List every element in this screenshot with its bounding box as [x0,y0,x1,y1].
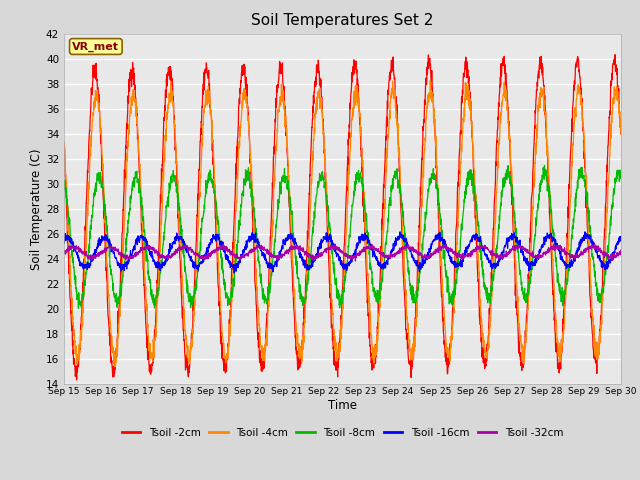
Tsoil -8cm [371,294,379,300]
Tsoil -2cm [73,377,81,383]
Tsoil -4cm [584,205,591,211]
Tsoil -8cm [216,231,223,237]
Title: Soil Temperatures Set 2: Soil Temperatures Set 2 [252,13,433,28]
Tsoil -8cm [75,306,83,312]
Tsoil -32cm [617,247,625,253]
Tsoil -16cm [230,270,238,276]
Tsoil -16cm [371,251,379,256]
X-axis label: Time: Time [328,398,357,411]
Tsoil -32cm [584,245,591,251]
Legend: Tsoil -2cm, Tsoil -4cm, Tsoil -8cm, Tsoil -16cm, Tsoil -32cm: Tsoil -2cm, Tsoil -4cm, Tsoil -8cm, Tsoi… [118,423,567,442]
Tsoil -32cm [505,251,513,257]
Tsoil -2cm [504,110,512,116]
Tsoil -4cm [426,78,434,84]
Line: Tsoil -8cm: Tsoil -8cm [64,166,621,309]
Tsoil -4cm [371,342,379,348]
Tsoil -4cm [111,364,119,370]
Tsoil -8cm [60,180,68,185]
Tsoil -2cm [216,302,223,308]
Tsoil -32cm [216,245,223,251]
Tsoil -16cm [584,233,591,239]
Tsoil -32cm [351,258,359,264]
Tsoil -2cm [60,141,68,146]
Tsoil -8cm [568,233,576,239]
Tsoil -32cm [442,241,449,247]
Tsoil -4cm [568,163,576,168]
Tsoil -4cm [505,119,513,124]
Tsoil -8cm [359,187,367,193]
Tsoil -16cm [568,260,575,265]
Tsoil -2cm [617,131,625,137]
Tsoil -32cm [359,248,367,254]
Tsoil -32cm [371,246,379,252]
Tsoil -4cm [216,284,223,289]
Tsoil -2cm [568,119,575,124]
Tsoil -16cm [359,231,367,237]
Tsoil -16cm [581,229,589,235]
Tsoil -32cm [568,254,576,260]
Tsoil -8cm [504,173,512,179]
Y-axis label: Soil Temperature (C): Soil Temperature (C) [30,148,43,270]
Tsoil -4cm [617,131,625,137]
Text: VR_met: VR_met [72,41,119,52]
Tsoil -8cm [617,173,625,179]
Tsoil -2cm [371,359,379,364]
Tsoil -2cm [584,225,591,230]
Tsoil -16cm [504,238,512,244]
Tsoil -2cm [611,52,619,58]
Tsoil -8cm [584,190,591,196]
Tsoil -16cm [216,239,223,244]
Tsoil -4cm [359,158,367,164]
Tsoil -32cm [60,248,68,253]
Line: Tsoil -2cm: Tsoil -2cm [64,55,621,380]
Line: Tsoil -32cm: Tsoil -32cm [64,244,621,261]
Tsoil -16cm [60,235,68,241]
Line: Tsoil -4cm: Tsoil -4cm [64,81,621,367]
Tsoil -2cm [359,173,367,179]
Tsoil -4cm [60,143,68,148]
Line: Tsoil -16cm: Tsoil -16cm [64,232,621,273]
Tsoil -16cm [617,236,625,242]
Tsoil -8cm [541,163,548,168]
